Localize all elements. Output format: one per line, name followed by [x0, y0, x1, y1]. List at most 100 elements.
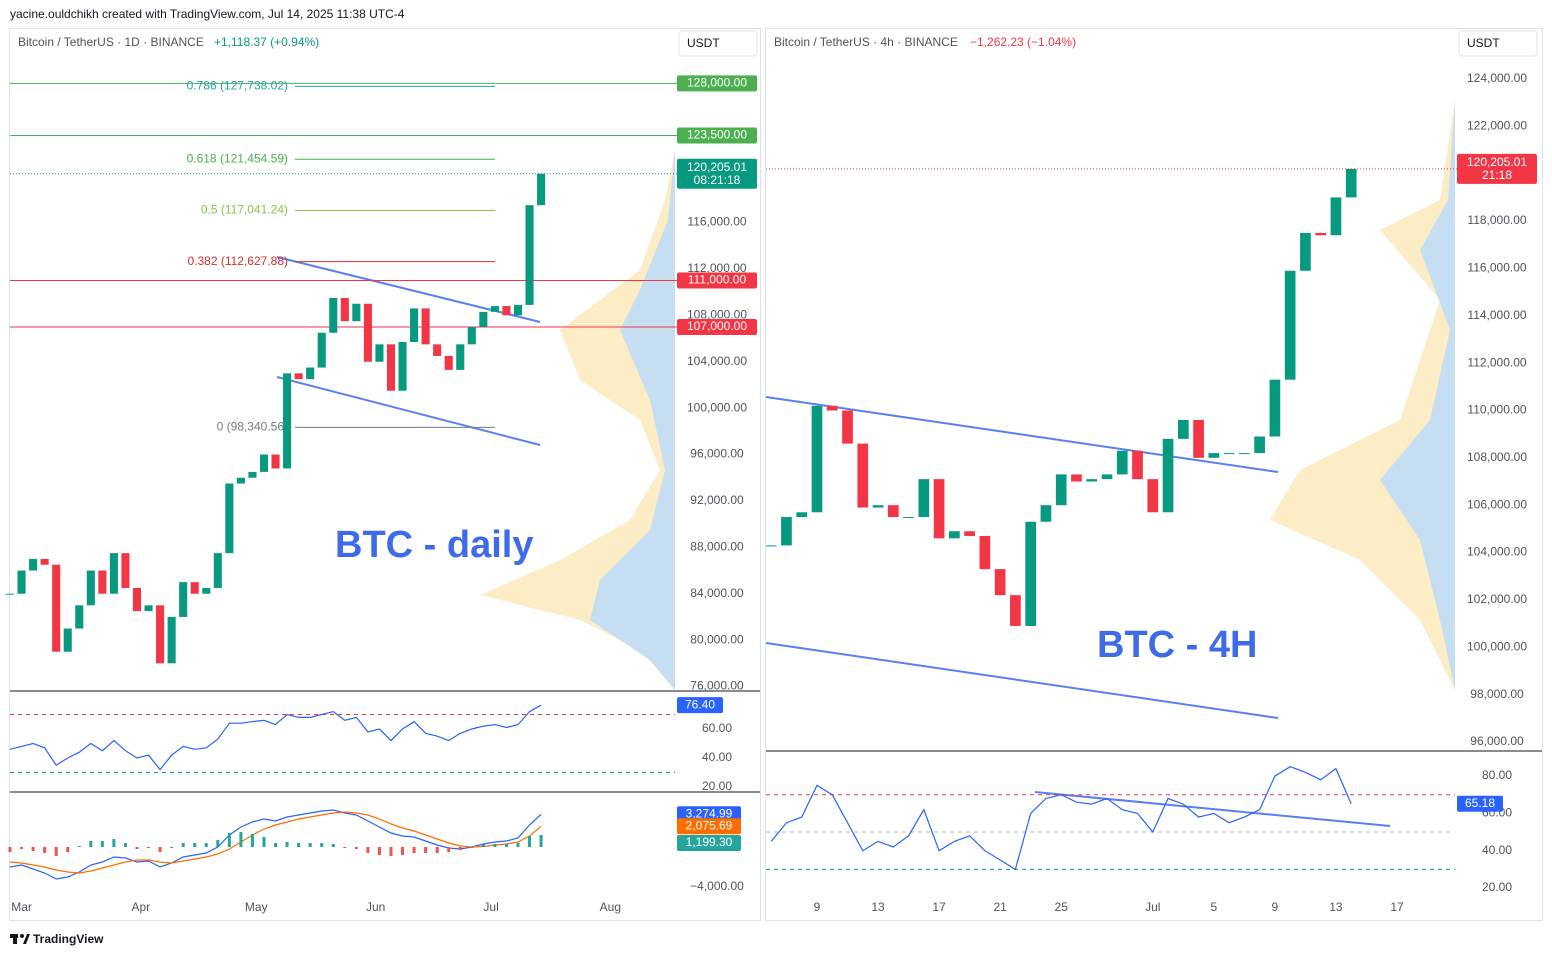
- histogram-bar: [112, 839, 116, 847]
- y-tick-label: 96,000.00: [1470, 734, 1524, 748]
- candle: [1208, 453, 1220, 458]
- price-change: +1,118.37 (+0.94%): [214, 35, 319, 49]
- candle: [283, 373, 292, 469]
- candle: [156, 605, 165, 664]
- candle: [17, 570, 26, 594]
- candle: [1239, 453, 1250, 455]
- footer-brand: TradingView: [33, 932, 104, 946]
- candle: [40, 558, 49, 565]
- annotation: BTC - daily: [335, 524, 533, 566]
- candle: [1345, 168, 1357, 198]
- annotation: BTC - 4H: [1097, 624, 1257, 666]
- volume-profile: [590, 150, 675, 690]
- y-tick-label: 100,000.00: [1467, 639, 1527, 653]
- level-label-box: [677, 127, 757, 144]
- left-panel: [9, 28, 761, 921]
- last-value-label: 2,075.69: [686, 818, 733, 832]
- histogram-bar: [123, 843, 127, 847]
- x-tick-label: 13: [871, 900, 885, 914]
- histogram-bar: [250, 834, 254, 847]
- credit: yacine.ouldchikh created with TradingVie…: [10, 7, 405, 21]
- y-tick-label: 100,000.00: [687, 400, 747, 414]
- histogram-bar: [147, 847, 151, 848]
- candle: [144, 605, 153, 612]
- y-tick-label: 80,000.00: [690, 632, 744, 646]
- currency-button[interactable]: [678, 30, 758, 57]
- currency-label[interactable]: USDT: [687, 36, 720, 50]
- candle: [294, 373, 303, 380]
- candle: [398, 342, 407, 391]
- x-tick-label: 5: [1210, 900, 1217, 914]
- line-series: [770, 766, 1352, 871]
- histogram-bar: [516, 843, 520, 847]
- candle: [1147, 479, 1159, 513]
- trend-line: [765, 642, 1279, 719]
- candle: [887, 505, 899, 518]
- candle: [248, 471, 257, 478]
- x-tick-label: 25: [1055, 900, 1069, 914]
- candle: [1132, 450, 1143, 480]
- fib-label: 0.618 (121,454.59): [187, 151, 288, 165]
- histogram-bar: [216, 840, 220, 847]
- y-tick-label: 108,000.00: [687, 308, 747, 322]
- last-value-label: 65.18: [1465, 796, 1495, 810]
- currency-label[interactable]: USDT: [1467, 36, 1500, 50]
- histogram-bar: [539, 835, 543, 847]
- y-tick-label: 118,000.00: [1467, 213, 1526, 227]
- pane-title: Bitcoin / TetherUS · 1D · BINANCE: [18, 35, 204, 49]
- histogram-bar: [204, 843, 208, 847]
- candle: [1177, 419, 1189, 439]
- fib-label: 0.5 (117,041.24): [201, 203, 288, 217]
- fib-label: 0 (98,340.56): [217, 420, 288, 434]
- level-label: 123,500.00: [687, 128, 747, 142]
- x-tick-label: Jul: [483, 900, 498, 914]
- x-tick-label: 9: [814, 900, 821, 914]
- x-tick-label: 21: [993, 900, 1007, 914]
- candle: [236, 477, 245, 484]
- histogram-bar: [308, 843, 312, 847]
- y-tick-label: 122,000.00: [1467, 119, 1527, 133]
- candle: [1116, 450, 1128, 475]
- histogram-bar: [528, 836, 532, 847]
- y-tick-label: 60.00: [702, 721, 732, 735]
- candle: [225, 483, 234, 554]
- level-label-box: [677, 272, 757, 289]
- last-value-label: 3,274.99: [686, 806, 733, 820]
- line-series: [9, 811, 542, 874]
- candle: [903, 517, 914, 519]
- histogram-bar: [170, 847, 174, 848]
- candle: [213, 553, 222, 588]
- candle: [949, 531, 960, 539]
- histogram-bar: [89, 841, 93, 847]
- currency-button[interactable]: [1458, 30, 1538, 57]
- histogram-bar: [262, 837, 266, 847]
- pane-title: Bitcoin / TetherUS · 4h · BINANCE: [774, 35, 958, 49]
- candle: [994, 569, 1006, 596]
- histogram-bar: [470, 847, 474, 848]
- y-tick-label: 76,000.00: [690, 679, 744, 693]
- x-tick-label: Jun: [366, 900, 385, 914]
- histogram-bar: [366, 847, 370, 853]
- last-value-label: 76.40: [685, 697, 715, 711]
- candle: [1193, 419, 1204, 458]
- candle: [410, 308, 419, 343]
- candle: [479, 311, 488, 327]
- candle: [202, 587, 211, 594]
- candle: [513, 304, 523, 316]
- candle: [329, 297, 338, 333]
- candle: [109, 553, 118, 594]
- histogram-bar: [458, 847, 462, 850]
- last-price-label-box: [677, 158, 757, 189]
- line-series: [9, 704, 542, 771]
- candle: [1284, 270, 1296, 380]
- histogram-bar: [297, 843, 301, 847]
- y-tick-label: 40.00: [1482, 843, 1512, 857]
- candle: [842, 410, 853, 444]
- candle: [386, 344, 396, 391]
- last-value-label-box: [1457, 795, 1503, 812]
- y-tick-label: 104,000.00: [1467, 545, 1527, 559]
- y-tick-label: 124,000.00: [1467, 71, 1527, 85]
- histogram-bar: [435, 847, 439, 853]
